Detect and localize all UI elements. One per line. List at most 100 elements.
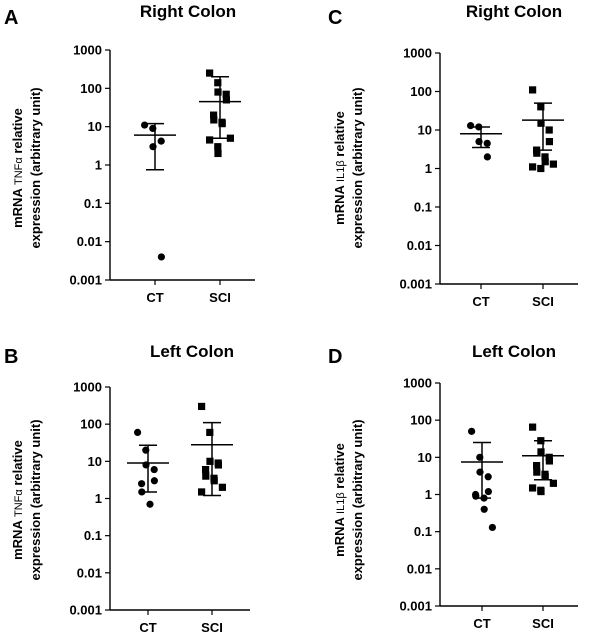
data-point-square [545, 126, 553, 134]
y-axis-label-line2: expression (arbitrary unit) [28, 419, 43, 580]
panel-letter: D [328, 346, 342, 368]
data-point-circle [138, 480, 146, 488]
y-label-prefix: mRNA [10, 520, 25, 560]
x-tick-label: SCI [201, 620, 223, 635]
data-point-square [537, 448, 545, 456]
data-point-square [533, 468, 541, 476]
plot-area: 1000 100 10 1 0.1 0.01 0.001 CT SCI [399, 46, 578, 309]
y-tick-label: 10 [88, 454, 102, 469]
data-point-square [214, 461, 222, 469]
data-point-circle [483, 153, 491, 161]
data-point-square [214, 88, 222, 96]
x-tick-label: SCI [532, 294, 554, 309]
data-point-square [545, 137, 553, 146]
data-point-square [533, 461, 541, 470]
data-point-circle [480, 505, 488, 513]
data-point-square [537, 164, 545, 173]
y-tick-label: 100 [410, 413, 432, 428]
data-point-square [218, 483, 226, 491]
data-point-circle [488, 523, 496, 532]
data-point-square [206, 136, 214, 144]
plot-area: 1000 100 10 1 0.1 0.01 0.001 CT SCI [69, 43, 255, 305]
y-tick-label: 100 [80, 81, 102, 96]
y-label-rest: relative [10, 440, 25, 486]
data-point-square [226, 134, 234, 142]
y-tick-label: 1000 [403, 46, 432, 61]
y-tick-label: 0.1 [414, 524, 432, 539]
y-label-rest: relative [332, 111, 347, 157]
panel-c: C Right Colon mRNA IL1β relative express… [328, 2, 578, 309]
data-point-square [529, 484, 537, 492]
y-label-rest: relative [332, 443, 347, 489]
data-point-square [222, 90, 230, 98]
x-tick-label: SCI [209, 290, 231, 305]
y-tick-label: 0.01 [77, 234, 102, 249]
y-label-prefix: mRNA [332, 185, 347, 225]
data-point-square [537, 119, 545, 127]
x-tick-label: SCI [532, 616, 554, 631]
y-tick-label: 1 [95, 491, 102, 506]
data-point-square [545, 453, 553, 461]
y-tick-label: 0.01 [407, 238, 432, 253]
data-point-square [198, 488, 206, 496]
data-point-square [206, 428, 214, 437]
y-tick-label: 0.01 [77, 565, 102, 580]
x-tick-label: CT [146, 290, 163, 305]
y-tick-label: 10 [418, 123, 432, 138]
panel-letter: B [4, 346, 18, 368]
data-point-square [202, 472, 210, 480]
x-tick-label: CT [472, 294, 489, 309]
chart-title: Right Colon [466, 2, 562, 21]
y-tick-label: 0.001 [399, 599, 432, 614]
data-point-square [541, 153, 549, 161]
y-label-gene: IL1β [335, 492, 347, 514]
data-point-circle [468, 427, 476, 435]
y-tick-label: 0.001 [69, 273, 102, 288]
data-point-square [529, 423, 537, 431]
data-point-square [198, 402, 206, 411]
y-tick-label: 0.1 [84, 196, 102, 211]
data-point-square [214, 143, 222, 151]
data-point-square [549, 160, 557, 168]
y-axis-label: mRNA TNFα relative [10, 108, 25, 228]
data-point-circle [483, 139, 491, 147]
data-point-square [222, 96, 230, 104]
data-point-square [545, 457, 553, 465]
data-point-square [210, 477, 218, 485]
y-label-prefix: mRNA [332, 517, 347, 557]
chart-title: Left Colon [150, 342, 234, 361]
data-point-circle [150, 465, 158, 474]
data-point-circle [157, 253, 165, 261]
data-point-square [214, 149, 222, 158]
data-point-circle [134, 428, 142, 437]
panel-a: A Right Colon mRNA TNFα relative express… [4, 2, 255, 305]
data-point-circle [484, 473, 492, 481]
y-axis-label: mRNA TNFα relative [10, 440, 25, 560]
data-point-square [202, 465, 210, 474]
data-point-square [537, 103, 545, 111]
y-tick-label: 0.1 [84, 528, 102, 543]
y-tick-label: 100 [410, 84, 432, 99]
y-label-prefix: mRNA [10, 188, 25, 228]
y-tick-label: 1 [425, 161, 432, 176]
y-label-gene: TNFα [13, 157, 25, 185]
plot-area: 1000 100 10 1 0.1 0.01 0.001 CT SCI [69, 380, 250, 635]
y-tick-label: 0.001 [69, 603, 102, 618]
y-label-gene: IL1β [335, 160, 347, 182]
chart-title: Right Colon [140, 2, 236, 21]
y-tick-label: 10 [418, 450, 432, 465]
data-point-circle [467, 122, 475, 130]
data-point-square [537, 487, 545, 496]
data-point-square [529, 163, 537, 171]
panel-letter: A [4, 7, 18, 29]
data-point-circle [484, 487, 492, 496]
y-axis-label: mRNA IL1β relative [332, 111, 347, 225]
data-point-square [549, 479, 557, 487]
data-point-square [214, 79, 222, 87]
panel-b: B Left Colon mRNA TNFα relative expressi… [4, 342, 250, 635]
data-point-circle [150, 477, 158, 485]
y-tick-label: 0.01 [407, 561, 432, 576]
data-point-square [541, 158, 549, 166]
y-axis-label: mRNA IL1β relative [332, 443, 347, 557]
